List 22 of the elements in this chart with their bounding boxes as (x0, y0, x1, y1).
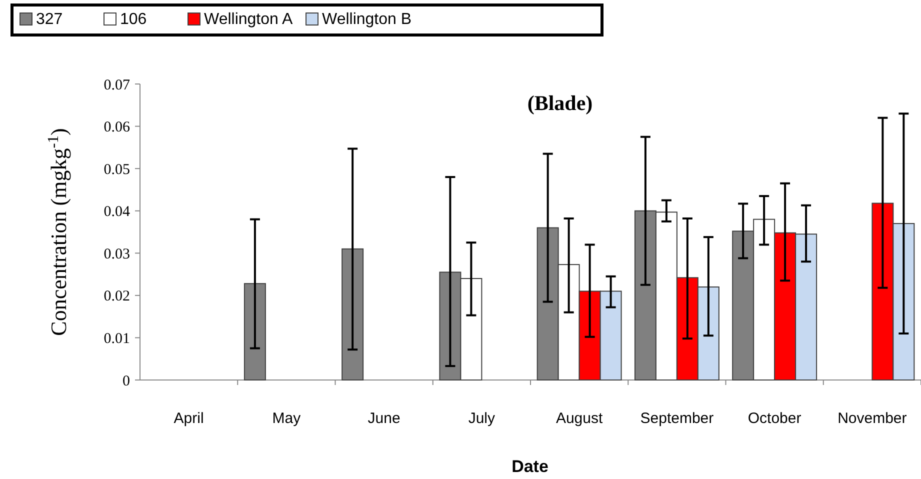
y-tick-label: 0.03 (104, 246, 130, 262)
x-tick-label: June (368, 410, 400, 427)
y-tick-label: 0.06 (104, 120, 130, 136)
legend-label: 327 (36, 11, 63, 28)
legend-label: Wellington B (322, 11, 412, 28)
chart-title: (Blade) (527, 91, 593, 115)
x-tick-label: July (468, 410, 496, 427)
x-tick-label: May (272, 410, 302, 427)
x-axis-title: Date (512, 457, 548, 476)
y-tick-label: 0.02 (104, 288, 130, 305)
x-tick-label: October (748, 410, 802, 427)
x-tick-label: April (174, 410, 204, 427)
y-tick-label: 0.07 (104, 77, 130, 94)
y-tick-label: 0.05 (104, 162, 130, 178)
y-tick-label: 0.01 (104, 330, 130, 347)
x-tick-label: September (640, 410, 714, 427)
x-tick-label: August (556, 410, 604, 427)
legend-label: 106 (120, 11, 147, 28)
x-tick-label: November (838, 410, 907, 427)
legend-label: Wellington A (204, 11, 293, 28)
y-tick-label: 0 (122, 373, 130, 390)
y-tick-label: 0.04 (104, 204, 130, 220)
